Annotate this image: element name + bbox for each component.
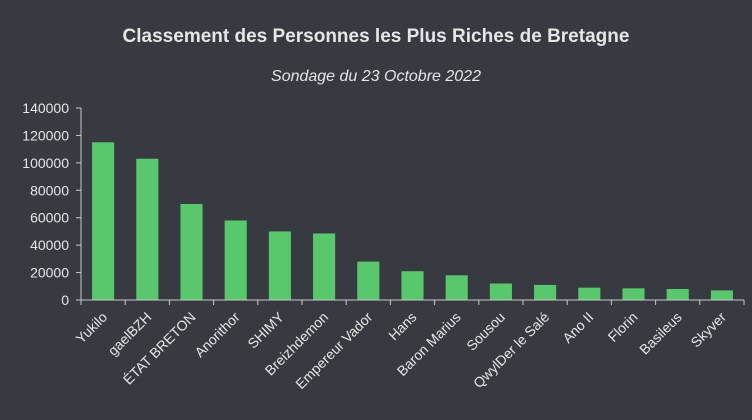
bars [92,142,733,300]
x-tick-label: Skyver [687,309,729,351]
bar-4 [268,231,291,300]
y-tick-label: 20000 [30,265,69,281]
y-tick-label: 40000 [30,237,69,253]
x-tick-label: Hans [385,309,419,343]
bar-2 [180,204,203,300]
bar-6 [357,261,380,300]
bar-1 [136,158,159,300]
y-axis: 0 20000 40000 60000 80000 100000 120000 140000 [22,100,82,308]
chart-subtitle: Sondage du 23 Octobre 2022 [271,68,481,85]
bar-9 [489,283,512,300]
y-tick-label: 120000 [22,127,69,143]
x-tick-label: Sousou [463,309,508,354]
y-tick-label: 0 [61,292,69,308]
bar-8 [445,275,468,300]
x-tick-label: QwylDer le Salé [470,309,552,391]
x-tick-label: Anorithor [191,309,243,361]
bar-5 [313,233,336,300]
bar-10 [534,284,557,300]
x-tick-label: Florin [605,309,641,345]
x-tick-label: SHIMY [244,308,287,351]
bar-11 [578,287,601,300]
x-tick-label: Yukilo [72,309,110,347]
y-tick-label: 60000 [30,210,69,226]
bar-0 [92,142,115,300]
x-tick-label: Ano II [559,309,596,346]
x-tick-label: Empereur Vador [292,309,375,392]
bar-14 [710,290,733,300]
bar-3 [224,220,247,300]
bar-13 [666,289,689,300]
bar-7 [401,271,424,300]
chart-title: Classement des Personnes les Plus Riches… [123,26,630,47]
y-tick-label: 80000 [30,182,69,198]
y-tick-label: 100000 [22,155,69,171]
bar-12 [622,288,645,300]
y-tick-label: 140000 [22,100,69,116]
x-tick-label: Basileus [636,309,685,358]
